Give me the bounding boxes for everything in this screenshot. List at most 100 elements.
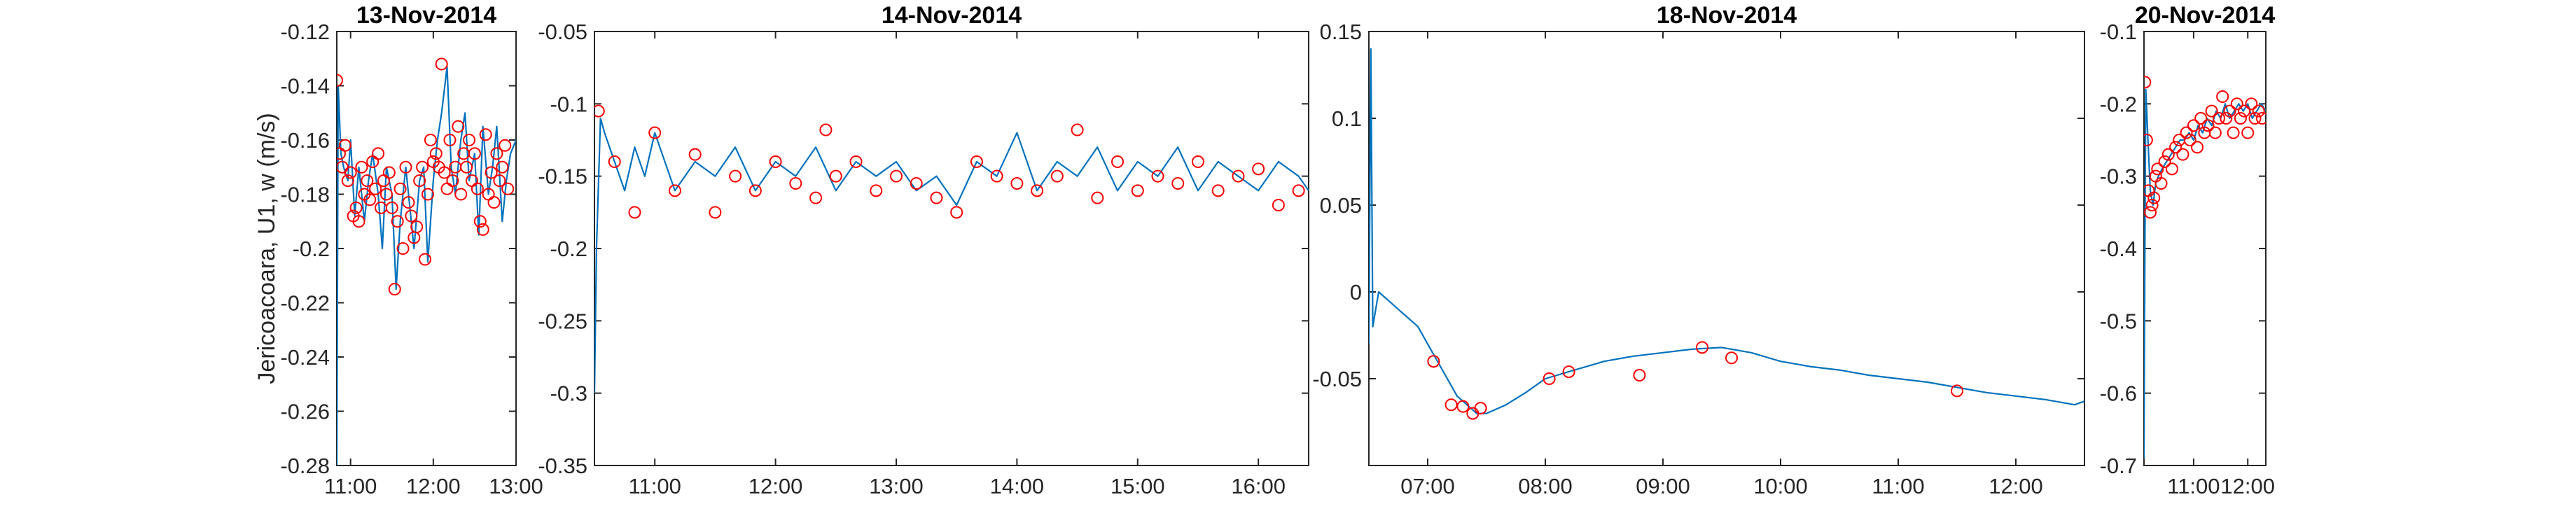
chart-2-marker-point xyxy=(950,206,963,219)
chart-2-marker-point xyxy=(849,155,863,168)
chart-2-marker-point xyxy=(608,155,621,168)
chart-4-marker-point xyxy=(2238,104,2251,118)
chart-2-marker-point xyxy=(970,155,983,168)
chart-4-marker-point xyxy=(2227,126,2240,139)
chart-4-ytick-label: -0.4 xyxy=(2100,237,2137,261)
chart-1-marker-point xyxy=(372,147,385,160)
chart-3-xtick-label: 12:00 xyxy=(1989,474,2043,498)
chart-4-marker-point xyxy=(2144,206,2157,219)
chart-1-marker-point xyxy=(352,215,365,228)
chart-2-marker-point xyxy=(789,177,802,190)
chart-1-ytick-label: -0.26 xyxy=(280,400,330,424)
chart-1-marker-point xyxy=(485,166,498,179)
chart-1-ytick-label: -0.22 xyxy=(280,291,330,316)
chart-2-axes-frame xyxy=(594,31,1309,466)
chart-3-marker-point xyxy=(1474,402,1487,415)
chart-1-marker-point xyxy=(435,57,448,71)
chart-1-marker-point xyxy=(388,283,401,296)
chart-4-marker-point xyxy=(2212,112,2225,125)
chart-1-marker-point xyxy=(344,166,357,179)
chart-1-marker-point xyxy=(476,223,489,236)
chart-4-marker-point xyxy=(2234,112,2247,125)
chart-1-marker-point xyxy=(499,139,512,152)
chart-2-marker-point xyxy=(1071,123,1084,136)
chart-2-marker-point xyxy=(889,169,903,183)
chart-2-marker-point xyxy=(1091,191,1104,204)
chart-1-ytick-label: -0.2 xyxy=(293,237,330,261)
chart-2-marker-point xyxy=(709,206,722,219)
chart-3-ytick-label: -0.05 xyxy=(1312,367,1362,391)
chart-2-xtick-label: 11:00 xyxy=(629,474,681,498)
chart-1-series-line xyxy=(337,66,516,465)
chart-1-marker-point xyxy=(463,134,476,146)
chart-1-marker-point xyxy=(399,160,412,174)
chart-1-data xyxy=(337,57,516,465)
chart-4-title: 20-Nov-2014 xyxy=(2135,2,2275,29)
chart-2-marker-point xyxy=(1272,199,1285,211)
chart-4-marker-point xyxy=(2216,90,2229,103)
chart-4-marker-point xyxy=(2158,155,2171,168)
chart-4-marker-point xyxy=(2165,162,2178,176)
chart-1-marker-point xyxy=(446,174,459,188)
chart-4-marker-point xyxy=(2144,134,2153,146)
chart-2-ytick-label: -0.3 xyxy=(550,382,587,406)
chart-2-ytick-label: -0.15 xyxy=(538,164,587,189)
chart-2-marker-point xyxy=(1111,155,1125,168)
chart-1-panel: 13-Nov-2014 -0.28 -0.26 -0.24 -0.22 -0.2 -0.18… xyxy=(280,2,543,498)
chart-2-xtick-label: 13:00 xyxy=(869,474,924,498)
chart-4-marker-point xyxy=(2230,97,2243,111)
chart-4-xtick-label: 11:00 xyxy=(2167,474,2220,498)
chart-3-marker-point xyxy=(1543,372,1556,385)
chart-2-marker-point xyxy=(1050,169,1064,183)
chart-1-ytick-label: -0.12 xyxy=(280,20,330,44)
chart-1-marker-point xyxy=(391,215,404,228)
chart-4-marker-point xyxy=(2147,191,2161,204)
chart-4-ytick-label: -0.3 xyxy=(2100,164,2137,189)
chart-1-marker-point xyxy=(424,134,437,146)
chart-3-xtick-label: 09:00 xyxy=(1636,474,1690,498)
y-axis-label: Jericoacoara, U1, w (m/s) xyxy=(253,113,280,384)
chart-2-xtick-label: 16:00 xyxy=(1231,474,1286,498)
chart-2-marker-point xyxy=(1131,184,1144,197)
chart-4-marker-point xyxy=(2194,112,2208,125)
chart-4-marker-point xyxy=(2241,126,2255,139)
chart-1-marker-point xyxy=(402,196,415,209)
chart-4-marker-point xyxy=(2154,177,2168,190)
chart-2-marker-point xyxy=(1292,184,1305,197)
chart-4-marker-point xyxy=(2144,76,2152,89)
chart-3-ytick-label: 0.05 xyxy=(1320,193,1362,218)
chart-1-marker-point xyxy=(338,139,351,152)
chart-2-marker-point xyxy=(749,184,762,197)
chart-4-axes-frame xyxy=(2143,31,2267,466)
chart-1-marker-point xyxy=(479,128,492,141)
chart-1-axes-frame xyxy=(336,31,517,466)
chart-1-marker-point xyxy=(361,174,374,188)
chart-4-ytick-label: -0.6 xyxy=(2100,382,2137,406)
chart-4-panel: 20-Nov-2014 -0.7 -0.6 -0.5 -0.4 -0.3 -0.2 -0.1 1… xyxy=(2100,2,2276,498)
chart-4-marker-point xyxy=(2248,112,2262,125)
chart-4-marker-point xyxy=(2161,148,2175,161)
chart-1-marker-point xyxy=(493,174,506,188)
chart-2-ytick-label: -0.25 xyxy=(538,309,587,333)
chart-1-marker-point xyxy=(487,196,501,209)
chart-3-xtick-label: 08:00 xyxy=(1518,474,1573,498)
chart-1-marker-point xyxy=(473,215,487,228)
chart-4-marker-point xyxy=(2205,104,2218,118)
chart-4-marker-point xyxy=(2223,104,2236,118)
chart-1-marker-point xyxy=(405,209,418,223)
chart-2-xtick-label: 15:00 xyxy=(1111,474,1165,498)
chart-2-marker-point xyxy=(990,169,1003,183)
chart-4-data xyxy=(2144,76,2266,458)
chart-4-marker-point xyxy=(2191,141,2204,154)
chart-4-marker-point xyxy=(2176,148,2189,161)
chart-1-marker-point xyxy=(337,74,343,87)
chart-1-marker-point xyxy=(396,242,410,255)
chart-1-marker-point xyxy=(410,220,424,233)
chart-4-marker-point xyxy=(2220,112,2233,125)
chart-1-marker-point xyxy=(443,134,457,146)
chart-1-marker-point xyxy=(452,120,465,133)
chart-1-marker-point xyxy=(419,253,432,266)
chart-1-marker-point xyxy=(413,174,426,188)
